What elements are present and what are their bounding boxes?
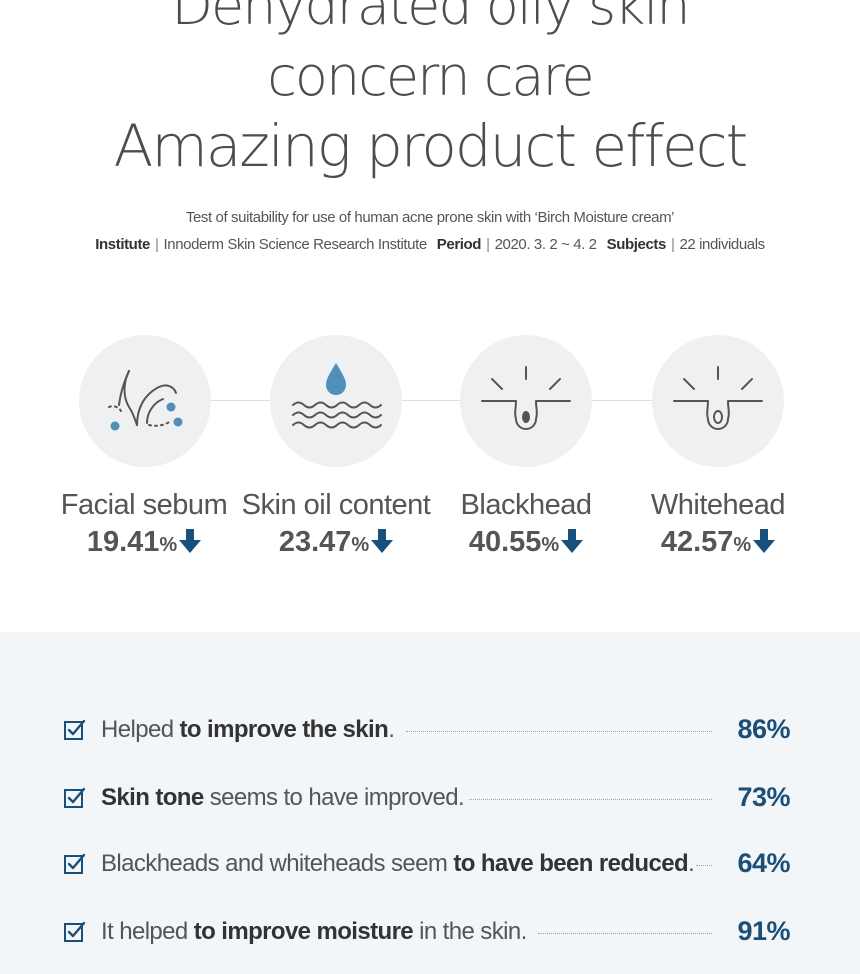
subjects-label: Subjects xyxy=(606,236,667,253)
headline-line-1: Dehydrated oily skin xyxy=(171,0,690,37)
survey-row: Skin tone seems to have improved. 73% xyxy=(64,778,790,818)
dotted-leader xyxy=(696,865,712,866)
checkbox-checked-icon xyxy=(64,853,86,874)
dotted-leader xyxy=(538,933,712,934)
separator: | xyxy=(154,236,159,253)
checkbox-checked-icon xyxy=(64,921,86,942)
headline-line-2: concern care xyxy=(267,45,595,108)
institute-label: Institute xyxy=(95,236,150,253)
separator: | xyxy=(670,236,675,253)
headline-line-3: Amazing product effect xyxy=(113,112,749,180)
survey-percent: 64% xyxy=(737,848,790,878)
survey-row: It helped to improve moisture in the ski… xyxy=(64,912,790,952)
water-drop-icon xyxy=(270,335,402,467)
survey-text-post: seems to have improved. xyxy=(203,784,465,811)
survey-text: Helped to improve the skin. xyxy=(101,716,395,744)
survey-percent: 73% xyxy=(737,782,790,812)
survey-text-post: . xyxy=(688,850,695,877)
survey-text-bold: to improve moisture xyxy=(193,918,414,945)
survey-text: It helped to improve moisture in the ski… xyxy=(101,918,527,946)
institute-value: Innoderm Skin Science Research Institute xyxy=(163,236,427,253)
survey-row: Blackheads and whiteheads seem to have b… xyxy=(64,844,790,884)
period-value: 2020. 3. 2 ~ 4. 2 xyxy=(494,236,597,253)
stat-label-skin-oil: Skin oil content xyxy=(241,489,431,521)
subjects-value: 22 individuals xyxy=(679,236,765,253)
survey-text: Blackheads and whiteheads seem to have b… xyxy=(101,850,695,878)
test-description: Test of suitability for use of human acn… xyxy=(185,209,675,226)
stat-unit: % xyxy=(351,534,370,556)
survey-percent: 86% xyxy=(737,714,790,744)
period-label: Period xyxy=(436,236,482,253)
dotted-leader xyxy=(406,731,712,732)
stat-value-facial-sebum: 19.41% xyxy=(39,526,249,559)
stat-number: 42.57 xyxy=(660,526,734,558)
stat-unit: % xyxy=(733,534,752,556)
stat-label-blackhead: Blackhead xyxy=(460,489,592,521)
connector-line xyxy=(145,400,720,401)
survey-text: Skin tone seems to have improved. xyxy=(101,784,465,812)
stat-value-blackhead: 40.55% xyxy=(421,526,631,559)
survey-text-post: in the skin. xyxy=(413,918,527,945)
stat-unit: % xyxy=(541,534,560,556)
survey-section: Helped to improve the skin. 86% Skin ton… xyxy=(0,632,860,974)
pore-blackhead-icon xyxy=(460,335,592,467)
stat-number: 19.41 xyxy=(86,526,160,558)
stat-unit: % xyxy=(159,534,178,556)
stat-label-facial-sebum: Facial sebum xyxy=(60,489,228,521)
dotted-leader xyxy=(469,799,712,800)
test-meta: Institute | Innoderm Skin Science Research… xyxy=(0,236,860,253)
pore-whitehead-icon xyxy=(652,335,784,467)
survey-row: Helped to improve the skin. 86% xyxy=(64,710,790,750)
separator: | xyxy=(486,236,490,253)
survey-text-bold: Skin tone xyxy=(101,784,204,811)
survey-text-pre: It helped xyxy=(101,918,194,945)
checkbox-checked-icon xyxy=(64,719,86,740)
checkbox-checked-icon xyxy=(64,787,86,808)
stat-value-skin-oil: 23.47% xyxy=(231,526,441,559)
survey-text-bold: to have been reduced xyxy=(453,850,689,877)
survey-text-pre: Helped xyxy=(101,716,180,743)
down-arrow-icon xyxy=(753,529,776,553)
stat-label-whitehead: Whitehead xyxy=(650,489,786,521)
stat-value-whitehead: 42.57% xyxy=(613,526,823,559)
survey-text-bold: to improve the skin xyxy=(179,716,389,743)
stat-number: 40.55 xyxy=(468,526,542,558)
survey-text-pre: Blackheads and whiteheads seem xyxy=(101,850,454,877)
down-arrow-icon xyxy=(179,529,202,553)
hair-follicle-icon xyxy=(79,335,211,467)
survey-text-post: . xyxy=(388,716,395,743)
stat-number: 23.47 xyxy=(278,526,352,558)
survey-percent: 91% xyxy=(737,916,790,946)
down-arrow-icon xyxy=(561,529,584,553)
down-arrow-icon xyxy=(371,529,394,553)
